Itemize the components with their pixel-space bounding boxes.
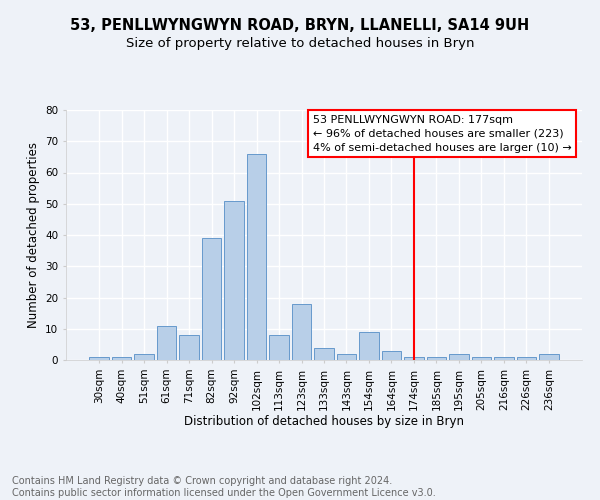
Bar	[427, 357, 446, 360]
Text: Size of property relative to detached houses in Bryn: Size of property relative to detached ho…	[126, 38, 474, 51]
Bar	[314, 348, 334, 360]
Bar	[337, 354, 356, 360]
Bar	[179, 335, 199, 360]
Bar	[359, 332, 379, 360]
Bar	[449, 354, 469, 360]
Y-axis label: Number of detached properties: Number of detached properties	[26, 142, 40, 328]
Bar	[224, 200, 244, 360]
Bar	[517, 357, 536, 360]
Bar	[404, 357, 424, 360]
X-axis label: Distribution of detached houses by size in Bryn: Distribution of detached houses by size …	[184, 416, 464, 428]
Bar	[202, 238, 221, 360]
Bar	[494, 357, 514, 360]
Bar	[382, 350, 401, 360]
Bar	[247, 154, 266, 360]
Text: Contains HM Land Registry data © Crown copyright and database right 2024.
Contai: Contains HM Land Registry data © Crown c…	[12, 476, 436, 498]
Bar	[134, 354, 154, 360]
Text: 53, PENLLWYNGWYN ROAD, BRYN, LLANELLI, SA14 9UH: 53, PENLLWYNGWYN ROAD, BRYN, LLANELLI, S…	[70, 18, 530, 32]
Bar	[539, 354, 559, 360]
Bar	[472, 357, 491, 360]
Bar	[269, 335, 289, 360]
Bar	[157, 326, 176, 360]
Bar	[112, 357, 131, 360]
Bar	[292, 304, 311, 360]
Bar	[89, 357, 109, 360]
Text: 53 PENLLWYNGWYN ROAD: 177sqm
← 96% of detached houses are smaller (223)
4% of se: 53 PENLLWYNGWYN ROAD: 177sqm ← 96% of de…	[313, 114, 572, 152]
